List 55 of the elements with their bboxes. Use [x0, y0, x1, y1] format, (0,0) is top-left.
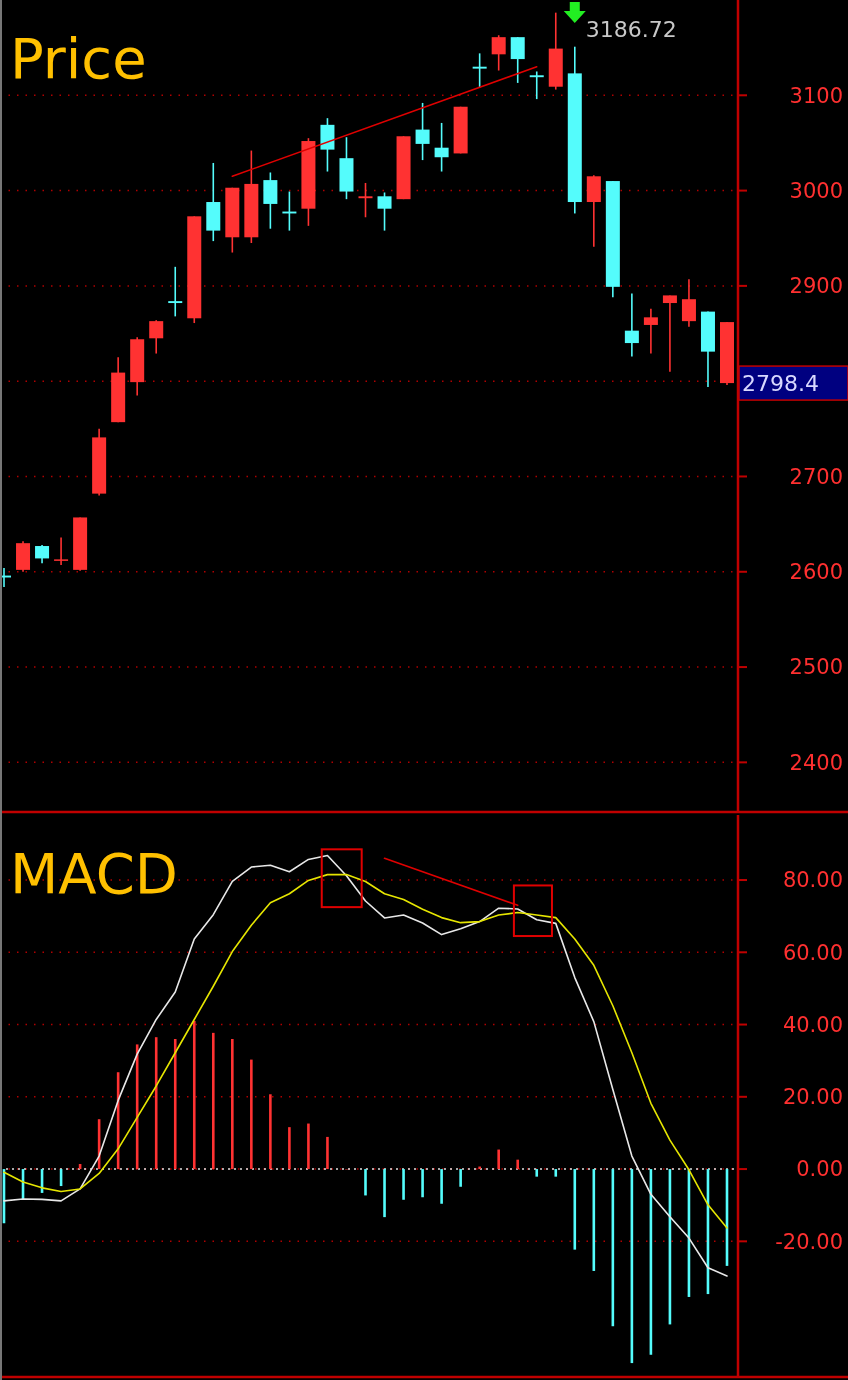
text: 2798.4	[742, 370, 819, 396]
candlestick	[168, 266, 183, 318]
bar	[173, 1039, 177, 1170]
bar	[554, 1169, 558, 1177]
bar	[402, 1169, 405, 1200]
bar	[326, 1136, 329, 1170]
y-tick-label: 2600	[789, 560, 843, 585]
y-tick-label: 3100	[789, 83, 843, 108]
bar	[364, 1169, 367, 1196]
y-tick-label: 0.00	[796, 1157, 843, 1182]
candlestick	[472, 52, 487, 89]
candlestick	[662, 294, 677, 373]
candlestick	[358, 182, 373, 219]
bar	[154, 1037, 158, 1170]
y-tick-label: 2700	[789, 464, 843, 489]
y-tick-label: 40.00	[782, 1012, 843, 1037]
candlestick	[681, 278, 696, 328]
bar	[307, 1123, 310, 1170]
y-tick-label: 2500	[789, 655, 843, 680]
candlestick	[434, 122, 449, 173]
candlestick	[377, 191, 392, 232]
bar	[192, 1020, 196, 1170]
bar	[440, 1169, 443, 1204]
y-tick-label: 20.00	[782, 1085, 843, 1110]
text: Price	[10, 26, 147, 91]
candlestick	[643, 307, 658, 355]
y-tick-label: 60.00	[782, 940, 843, 965]
candlestick	[624, 292, 639, 358]
bar	[383, 1169, 386, 1218]
bar	[288, 1127, 291, 1170]
bar	[497, 1149, 500, 1170]
candlestick	[510, 36, 525, 84]
bar	[516, 1159, 520, 1170]
candlestick	[35, 544, 50, 564]
bar	[231, 1039, 234, 1170]
annotation: 3186.72	[585, 16, 677, 42]
bar	[535, 1169, 539, 1177]
bar	[269, 1094, 272, 1170]
bar	[459, 1169, 462, 1187]
bar	[250, 1059, 253, 1170]
candlestick	[263, 171, 278, 230]
y-tick-label: 2900	[789, 274, 843, 299]
bar	[211, 1032, 215, 1170]
candlestick	[529, 70, 544, 100]
candlestick	[54, 536, 69, 566]
bar	[421, 1169, 424, 1198]
y-tick-label: -20.00	[775, 1229, 843, 1254]
candlestick	[149, 319, 164, 355]
y-tick-label: 3000	[789, 178, 843, 203]
y-tick-label: 80.00	[782, 868, 843, 893]
bar	[573, 1169, 577, 1250]
y-tick-label: 2400	[789, 750, 843, 775]
text: MACD	[10, 841, 178, 906]
candlestick	[491, 34, 506, 72]
candlestick	[415, 102, 430, 161]
